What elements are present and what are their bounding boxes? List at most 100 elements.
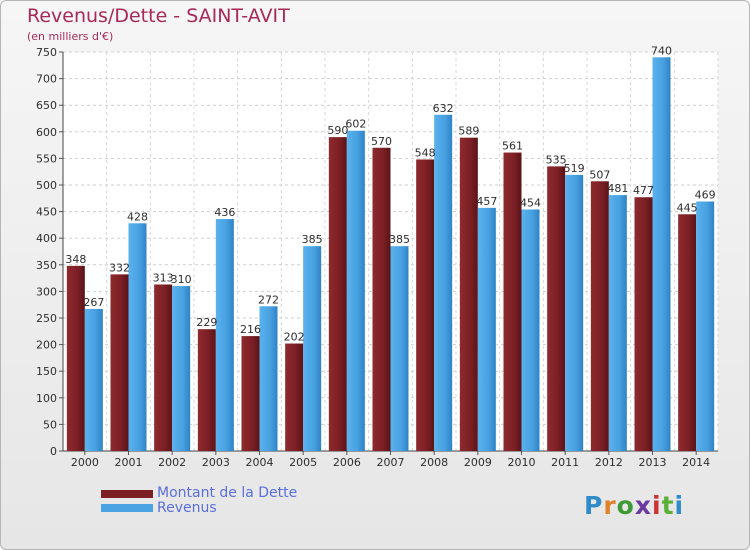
bar-dette (66, 265, 85, 451)
bar-dette (154, 284, 173, 451)
x-tick-label: 2004 (246, 456, 274, 469)
x-tick-label: 2011 (551, 456, 579, 469)
data-label-revenus: 519 (564, 162, 585, 175)
data-label-dette: 561 (502, 140, 523, 153)
data-label-revenus: 436 (214, 206, 235, 219)
data-label-dette: 535 (546, 153, 567, 166)
x-tick-label: 2007 (377, 456, 405, 469)
data-label-revenus: 385 (389, 233, 410, 246)
data-label-revenus: 469 (695, 188, 716, 201)
y-tick-label: 450 (36, 206, 57, 219)
x-tick-label: 2012 (595, 456, 623, 469)
bar-revenus (346, 130, 365, 451)
y-tick-label: 650 (36, 99, 57, 112)
data-label-revenus: 267 (83, 296, 104, 309)
bar-dette (328, 137, 347, 451)
bar-revenus (390, 246, 409, 451)
data-label-dette: 229 (196, 316, 217, 329)
data-label-revenus: 481 (607, 182, 628, 195)
logo-letter: r (603, 491, 617, 520)
x-tick-label: 2013 (639, 456, 667, 469)
proxiti-logo: Proxiti (584, 491, 684, 520)
y-tick-label: 750 (36, 46, 57, 59)
y-tick-label: 0 (50, 445, 57, 458)
x-tick-label: 2003 (202, 456, 230, 469)
bar-dette (503, 152, 522, 451)
bar-dette (110, 274, 129, 451)
data-label-revenus: 632 (433, 102, 454, 115)
y-tick-label: 600 (36, 126, 57, 139)
bar-revenus (259, 306, 278, 451)
logo-letter: x (634, 491, 652, 520)
x-tick-label: 2008 (420, 456, 448, 469)
x-tick-label: 2009 (464, 456, 492, 469)
tick-labels: 0 50 100 150 200 250 300 350 400 450 500 550 600 650 7… (36, 46, 710, 469)
bar-dette (634, 197, 653, 451)
x-tick-label: 2014 (682, 456, 710, 469)
y-tick-label: 50 (43, 418, 57, 431)
logo-letter: i (652, 491, 662, 520)
legend-label-dette: Montant de la Dette (157, 485, 298, 501)
bar-revenus (696, 201, 715, 451)
y-tick-label: 350 (36, 259, 57, 272)
bar-dette (416, 159, 435, 452)
y-tick-label: 500 (36, 179, 57, 192)
y-tick-label: 550 (36, 152, 57, 165)
bar-dette (285, 343, 304, 451)
data-label-revenus: 740 (651, 44, 672, 57)
bar-revenus (608, 195, 627, 451)
bar-revenus (477, 207, 496, 451)
bar-dette (590, 181, 609, 451)
y-tick-label: 250 (36, 312, 57, 325)
data-label-dette: 590 (327, 124, 348, 137)
logo-letter: P (584, 491, 604, 520)
bar-revenus (565, 174, 584, 451)
data-labels: 3482673324283133102294362162722023855906… (65, 44, 715, 343)
bar-dette (678, 214, 697, 451)
x-tick-label: 2006 (333, 456, 361, 469)
x-tick-label: 2002 (158, 456, 186, 469)
bar-revenus (652, 57, 671, 451)
bar-dette (459, 137, 478, 452)
bar-revenus (521, 209, 540, 451)
data-label-revenus: 602 (345, 118, 366, 131)
data-label-dette: 548 (415, 146, 436, 159)
data-label-dette: 477 (633, 184, 654, 197)
chart-title: Revenus/Dette - SAINT-AVIT (27, 5, 290, 27)
data-label-revenus: 385 (302, 233, 323, 246)
data-label-dette: 507 (589, 168, 610, 181)
data-label-revenus: 454 (520, 196, 541, 209)
data-label-dette: 348 (65, 253, 86, 266)
bar-revenus (434, 114, 453, 451)
bar-dette (547, 166, 566, 451)
data-label-dette: 202 (284, 331, 305, 344)
legend-swatch-dette (101, 490, 153, 498)
data-label-dette: 570 (371, 135, 392, 148)
x-tick-label: 2005 (289, 456, 317, 469)
bar-dette (241, 336, 260, 451)
y-tick-label: 300 (36, 285, 57, 298)
chart-subtitle: (en milliers d'€) (27, 30, 114, 43)
bar-revenus (215, 219, 234, 451)
data-label-dette: 216 (240, 323, 261, 336)
y-tick-label: 100 (36, 392, 57, 405)
data-label-dette: 445 (677, 201, 698, 214)
x-tick-label: 2010 (508, 456, 536, 469)
data-label-dette: 313 (153, 271, 174, 284)
data-label-revenus: 272 (258, 293, 279, 306)
y-tick-label: 200 (36, 339, 57, 352)
logo-letter: t (661, 491, 675, 520)
data-label-dette: 332 (109, 261, 130, 274)
x-tick-label: 2001 (115, 456, 143, 469)
bar-revenus (84, 308, 103, 451)
bar-revenus (128, 223, 147, 451)
bars (66, 57, 715, 452)
data-label-dette: 589 (458, 125, 479, 138)
logo-letter: o (616, 491, 635, 520)
x-tick-label: 2000 (71, 456, 99, 469)
bar-revenus (303, 246, 322, 451)
data-label-revenus: 457 (476, 195, 497, 208)
y-tick-label: 700 (36, 73, 57, 86)
